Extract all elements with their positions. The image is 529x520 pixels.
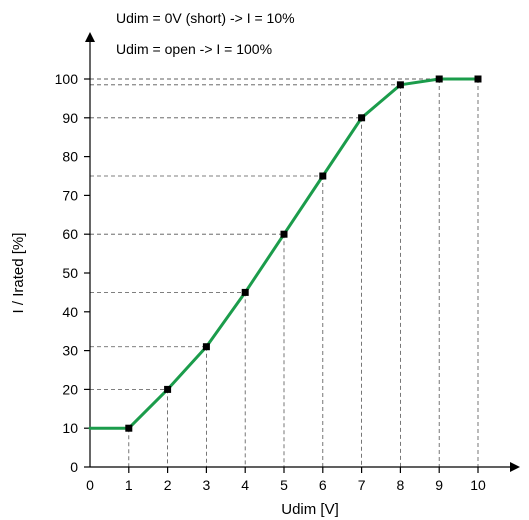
data-point-7 bbox=[358, 114, 366, 122]
y-tick-label-30: 30 bbox=[62, 343, 78, 359]
y-tick-label-80: 80 bbox=[62, 149, 78, 165]
x-tick-label-4: 4 bbox=[241, 477, 249, 493]
x-axis-title: Udim [V] bbox=[281, 501, 339, 518]
x-tick-label-9: 9 bbox=[435, 477, 443, 493]
annotation-open: Udim = open -> I = 100% bbox=[116, 41, 272, 57]
y-tick-label-90: 90 bbox=[62, 110, 78, 126]
y-tick-label-100: 100 bbox=[55, 71, 79, 87]
x-tick-label-8: 8 bbox=[397, 477, 405, 493]
y-axis-title: I / Irated [%] bbox=[10, 233, 27, 314]
x-axis-arrow bbox=[510, 462, 520, 472]
y-ticks: 0 10 20 30 40 50 60 70 80 90 100 bbox=[55, 71, 90, 475]
x-tick-label-0: 0 bbox=[86, 477, 94, 493]
x-tick-label-1: 1 bbox=[125, 477, 133, 493]
x-tick-label-10: 10 bbox=[470, 477, 486, 493]
y-tick-label-60: 60 bbox=[62, 226, 78, 242]
data-point-5 bbox=[280, 230, 288, 238]
data-point-4 bbox=[241, 288, 249, 296]
x-ticks: 0 1 2 3 4 5 6 7 8 9 10 bbox=[86, 467, 486, 493]
y-tick-label-50: 50 bbox=[62, 265, 78, 281]
data-point-9 bbox=[435, 75, 443, 83]
axes bbox=[85, 32, 520, 472]
y-tick-label-40: 40 bbox=[62, 304, 78, 320]
y-tick-label-20: 20 bbox=[62, 381, 78, 397]
annotation-short: Udim = 0V (short) -> I = 10% bbox=[116, 10, 295, 26]
x-tick-label-7: 7 bbox=[358, 477, 366, 493]
y-tick-label-70: 70 bbox=[62, 187, 78, 203]
y-axis-arrow bbox=[85, 32, 95, 42]
markers bbox=[125, 75, 482, 432]
data-point-10 bbox=[474, 75, 482, 83]
guide-lines bbox=[90, 78, 479, 467]
x-tick-label-5: 5 bbox=[280, 477, 288, 493]
x-tick-label-2: 2 bbox=[164, 477, 172, 493]
data-point-3 bbox=[202, 343, 210, 351]
x-tick-label-3: 3 bbox=[203, 477, 211, 493]
y-tick-label-0: 0 bbox=[70, 459, 78, 475]
data-point-8 bbox=[396, 81, 404, 89]
data-point-6 bbox=[319, 172, 327, 180]
y-tick-label-10: 10 bbox=[62, 420, 78, 436]
x-tick-label-6: 6 bbox=[319, 477, 327, 493]
data-point-2 bbox=[164, 385, 172, 393]
data-point-1 bbox=[125, 424, 133, 432]
